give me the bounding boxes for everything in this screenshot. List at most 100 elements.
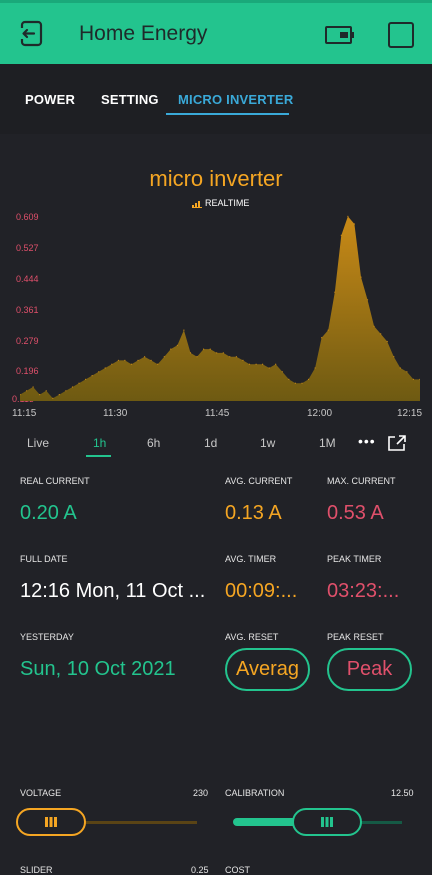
data-point	[163, 356, 165, 358]
grip-icon	[45, 817, 57, 827]
data-point	[52, 397, 54, 399]
data-point	[39, 394, 41, 396]
data-point	[301, 382, 303, 384]
realtime-indicator: REALTIME	[192, 198, 249, 208]
yesterday-label: YESTERDAY	[20, 632, 74, 642]
range-1w[interactable]: 1w	[260, 436, 276, 450]
full-date-value: 12:16 Mon, 11 Oct ...	[20, 580, 206, 602]
data-point	[183, 329, 185, 331]
avg-timer-value: 00:09:...	[225, 580, 298, 602]
data-point	[275, 363, 277, 365]
data-point	[373, 325, 375, 327]
data-point	[235, 356, 237, 358]
y-tick: 0.609	[16, 212, 39, 222]
x-tick: 12:00	[307, 408, 333, 419]
data-point	[248, 363, 251, 365]
data-point	[229, 356, 231, 358]
calibration-label: CALIBRATION	[225, 788, 285, 798]
tab-setting[interactable]: SETTING	[101, 92, 159, 107]
range-1d[interactable]: 1d	[204, 436, 218, 450]
data-point	[393, 356, 395, 358]
data-point	[117, 359, 119, 361]
voltage-label: VOLTAGE	[20, 788, 62, 798]
y-tick: 0.444	[16, 274, 39, 284]
calibration-slider-handle[interactable]	[292, 808, 362, 836]
peak-reset-label: PEAK RESET	[327, 632, 384, 642]
data-point	[20, 394, 21, 396]
data-point	[353, 223, 355, 225]
y-tick: 0.196	[16, 366, 39, 376]
data-point	[380, 333, 382, 335]
export-icon[interactable]	[388, 435, 406, 451]
data-point	[137, 359, 139, 361]
avg-reset-label: AVG. RESET	[225, 632, 279, 642]
tab-power[interactable]: POWER	[25, 92, 76, 107]
area-chart	[20, 215, 420, 401]
data-point	[32, 386, 34, 388]
y-tick: 0.361	[16, 305, 39, 315]
data-point	[176, 344, 178, 346]
voltage-value: 230	[193, 788, 209, 798]
avg-timer-label: AVG. TIMER	[225, 554, 277, 564]
y-tick: 0.527	[16, 243, 39, 253]
data-point	[71, 386, 74, 388]
yesterday-value: Sun, 10 Oct 2021	[20, 658, 176, 680]
tab-micro-inverter[interactable]: MICRO INVERTER	[178, 92, 294, 107]
app-header: Home Energy	[0, 0, 432, 64]
data-point	[85, 378, 87, 380]
app-title: Home Energy	[79, 22, 208, 45]
data-point	[170, 348, 172, 350]
slider-label: SLIDER	[20, 865, 53, 875]
data-point	[58, 394, 60, 396]
x-tick: 11:15	[12, 408, 37, 419]
active-range-indicator	[86, 455, 111, 457]
active-tab-indicator	[166, 113, 289, 115]
battery-icon[interactable]	[325, 23, 355, 47]
range-1h[interactable]: 1h	[93, 436, 107, 450]
range-live[interactable]: Live	[27, 436, 50, 450]
peak-reset-button[interactable]: Peak	[327, 648, 412, 691]
more-options-icon[interactable]: •••	[358, 433, 376, 449]
data-point	[189, 352, 192, 354]
peak-timer-value: 03:23:...	[327, 580, 400, 602]
data-point	[321, 337, 323, 339]
data-point	[242, 359, 244, 361]
data-point	[294, 382, 296, 384]
calibration-slider-fill	[233, 818, 297, 826]
voltage-slider-handle[interactable]	[16, 808, 86, 836]
data-point	[26, 390, 28, 392]
real-current-label: REAL CURRENT	[20, 476, 90, 486]
data-point	[412, 378, 414, 380]
voltage-slider-track[interactable]	[20, 821, 197, 824]
data-point	[288, 378, 290, 380]
data-point	[314, 367, 316, 369]
calibration-slider-track[interactable]	[360, 821, 402, 824]
data-point	[386, 340, 388, 343]
range-1m[interactable]: 1M	[319, 436, 336, 450]
data-point	[65, 390, 67, 392]
avg-current-value: 0.13 A	[225, 502, 282, 524]
exit-icon[interactable]	[17, 20, 45, 48]
window-square-icon[interactable]	[388, 22, 414, 48]
data-point	[340, 234, 342, 236]
chart-title: micro inverter	[149, 166, 283, 191]
data-point	[98, 371, 100, 373]
data-point	[399, 367, 401, 369]
data-point	[216, 352, 218, 354]
data-point	[144, 356, 146, 358]
data-point	[209, 348, 211, 350]
x-tick: 12:15	[397, 408, 423, 419]
data-point	[255, 363, 257, 365]
peak-timer-label: PEAK TIMER	[327, 554, 382, 564]
series-area	[20, 216, 420, 401]
data-point	[130, 363, 133, 365]
data-point	[124, 359, 126, 361]
data-point	[334, 291, 336, 293]
data-point	[196, 356, 198, 358]
data-point	[406, 371, 408, 373]
full-date-label: FULL DATE	[20, 554, 68, 564]
y-tick: 0.279	[16, 336, 39, 346]
x-tick: 11:45	[205, 408, 230, 419]
avg-reset-button[interactable]: Averag	[225, 648, 310, 691]
range-6h[interactable]: 6h	[147, 436, 161, 450]
